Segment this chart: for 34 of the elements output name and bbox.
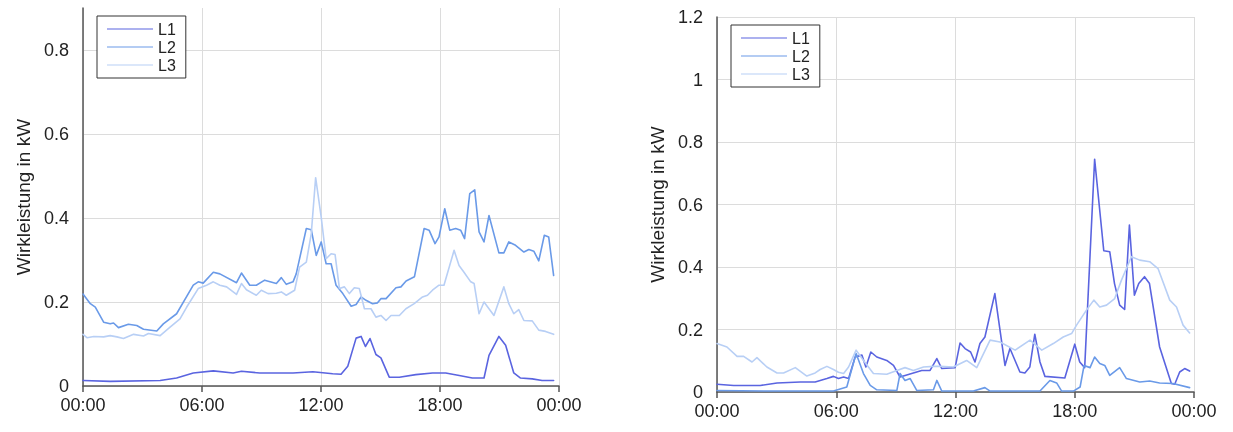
y-tick-label: 0 — [692, 382, 703, 402]
line-series — [82, 335, 555, 383]
y-tick-label: 0.2 — [677, 319, 703, 340]
y-axis-title: Wirkleistung in kW — [13, 118, 34, 276]
y-tick-label: 0.2 — [43, 292, 69, 312]
legend-label: L2 — [158, 38, 176, 56]
line-series — [716, 158, 1191, 387]
line-series — [716, 255, 1191, 377]
x-tick-label: 12:00 — [298, 395, 344, 415]
y-tick-label: 0.8 — [43, 40, 69, 60]
x-tick-label: 00:00 — [1171, 401, 1217, 421]
y-tick-label: 0.4 — [43, 208, 69, 228]
y-tick-label: 1 — [692, 69, 703, 90]
x-tick-label: 06:00 — [179, 395, 225, 415]
y-axis-title: Wirkleistung in kW — [647, 126, 668, 283]
x-tick-label: 00:00 — [60, 395, 106, 415]
y-tick-label: 0.4 — [677, 257, 703, 277]
x-tick-label: 00:00 — [536, 395, 582, 415]
legend-label: L3 — [158, 56, 176, 74]
x-tick-label: 12:00 — [932, 401, 979, 421]
line-series — [716, 352, 1191, 392]
y-tick-label: 0 — [58, 376, 69, 396]
x-tick-label: 06:00 — [813, 401, 859, 421]
legend-label: L1 — [792, 29, 810, 47]
x-tick-label: 18:00 — [1052, 401, 1098, 421]
legend-label: L1 — [158, 20, 176, 38]
y-tick-label: 0.6 — [677, 194, 703, 215]
x-tick-label: 18:00 — [417, 395, 463, 415]
y-tick-label: 1.2 — [677, 7, 703, 27]
y-tick-label: 0.6 — [43, 124, 69, 144]
y-tick-label: 0.8 — [677, 132, 703, 152]
x-tick-label: 00:00 — [694, 401, 740, 421]
legend-label: L3 — [792, 65, 810, 83]
legend-label: L2 — [792, 47, 810, 65]
